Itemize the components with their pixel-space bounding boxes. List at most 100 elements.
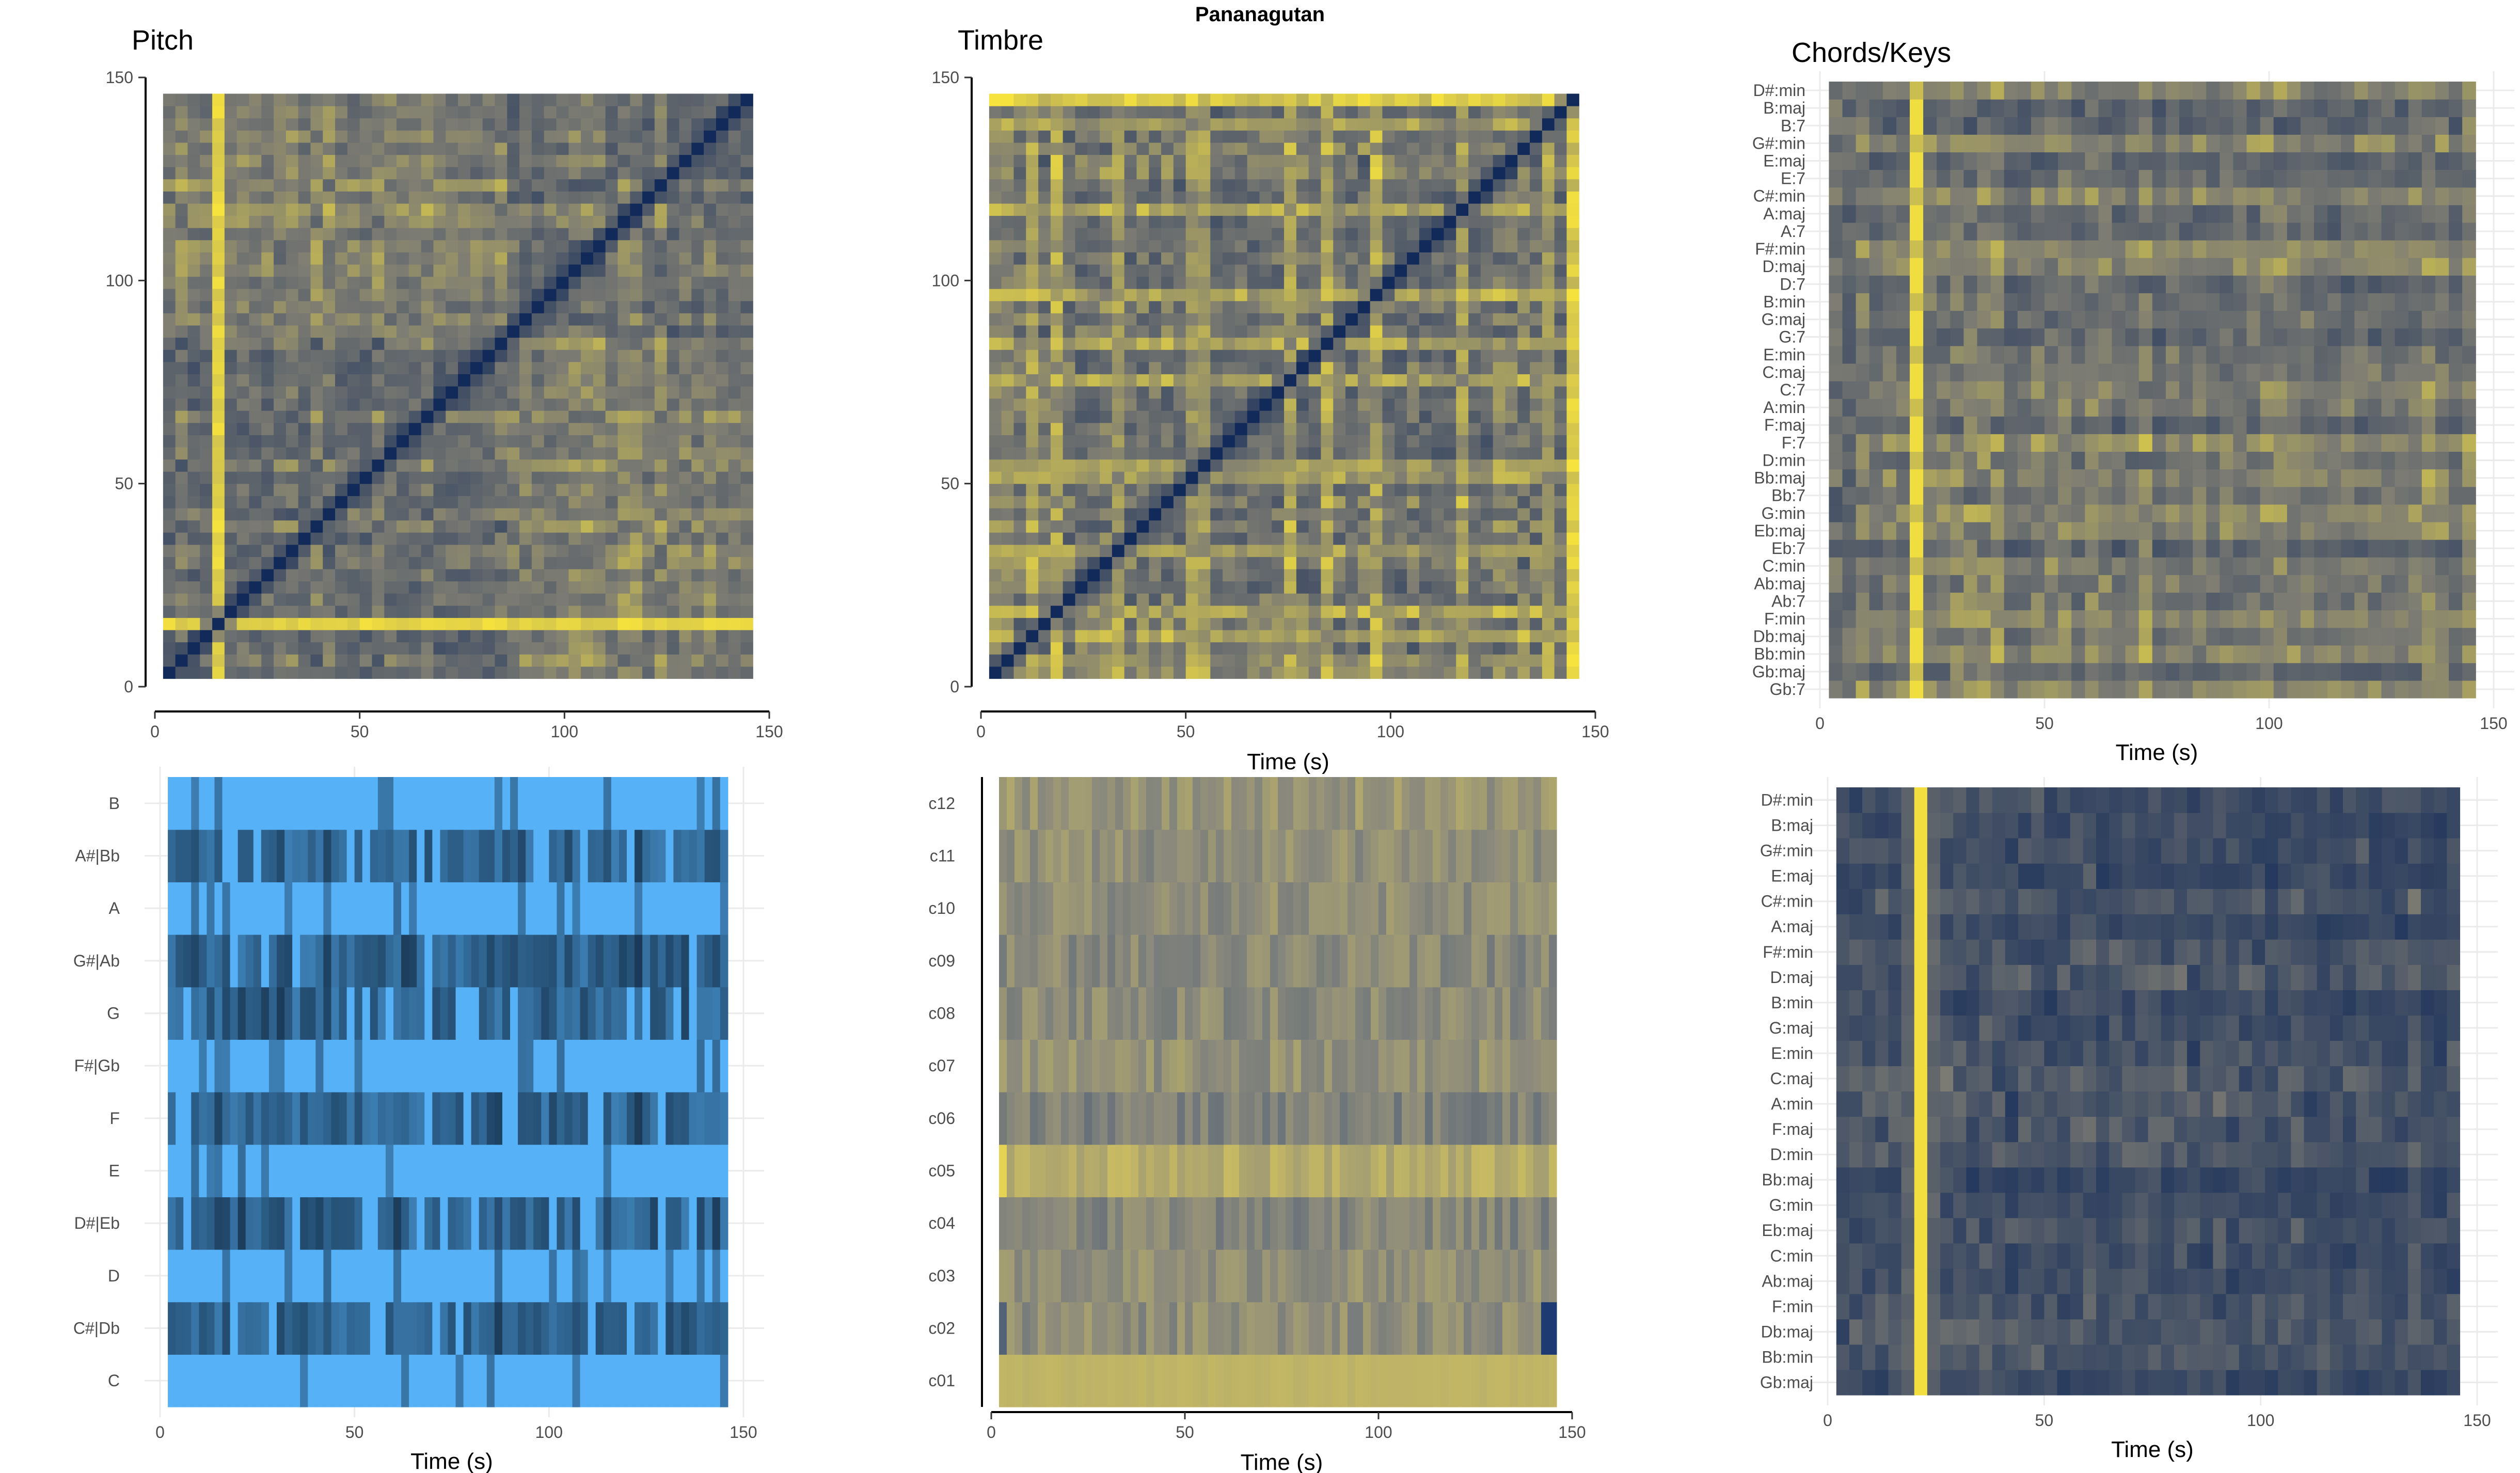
heatmap-cell bbox=[1198, 276, 1211, 289]
heatmap-cell bbox=[446, 130, 458, 143]
heatmap-cell bbox=[989, 654, 1002, 667]
heatmap-cell bbox=[989, 398, 1002, 411]
heatmap-cell bbox=[728, 605, 741, 618]
heatmap-cell bbox=[2368, 680, 2382, 699]
heatmap-cell bbox=[1456, 179, 1469, 192]
heatmap-cell bbox=[212, 337, 225, 350]
heatmap-cell bbox=[989, 289, 1002, 302]
heatmap-cell bbox=[605, 313, 619, 326]
heatmap-cell bbox=[1050, 313, 1064, 326]
heatmap-cell bbox=[261, 386, 274, 399]
heatmap-cell bbox=[249, 361, 262, 374]
heatmap-cell bbox=[384, 568, 397, 582]
heatmap-cell bbox=[200, 398, 213, 411]
heatmap-cell bbox=[249, 142, 262, 155]
heatmap-cell bbox=[236, 289, 250, 302]
heatmap-cell bbox=[1345, 544, 1358, 557]
heatmap-cell bbox=[236, 130, 250, 143]
heatmap-cell bbox=[446, 544, 458, 557]
heatmap-cell bbox=[397, 313, 409, 326]
heatmap-cell bbox=[1444, 374, 1456, 387]
heatmap-cell bbox=[1456, 654, 1469, 667]
heatmap-cell bbox=[691, 386, 704, 399]
heatmap-cell bbox=[1223, 593, 1235, 606]
heatmap-cell bbox=[1530, 520, 1543, 533]
heatmap-cell bbox=[335, 617, 348, 630]
heatmap-cell bbox=[200, 228, 213, 241]
heatmap-cell bbox=[630, 93, 643, 106]
heatmap-cell bbox=[1505, 325, 1518, 338]
heatmap-cell bbox=[224, 142, 237, 155]
heatmap-cell bbox=[1050, 203, 1064, 216]
heatmap-cell bbox=[372, 581, 385, 594]
heatmap-cell bbox=[1173, 203, 1186, 216]
heatmap-cell bbox=[1038, 142, 1051, 155]
x-tick-label: 100 bbox=[1377, 722, 1404, 741]
heatmap-cell bbox=[617, 459, 630, 472]
heatmap-cell bbox=[1247, 581, 1260, 594]
heatmap-cell bbox=[1223, 410, 1235, 423]
heatmap-cell bbox=[1272, 642, 1285, 655]
heatmap-cell bbox=[507, 471, 520, 484]
heatmap-cell bbox=[2395, 627, 2409, 646]
heatmap-cell bbox=[224, 532, 237, 545]
heatmap-cell bbox=[1382, 361, 1395, 374]
heatmap-cell bbox=[1308, 142, 1322, 155]
heatmap-cell bbox=[1050, 483, 1064, 496]
heatmap-cell bbox=[1345, 313, 1358, 326]
heatmap-cell bbox=[544, 142, 557, 155]
heatmap-cell bbox=[200, 215, 213, 228]
heatmap-cell bbox=[1431, 154, 1445, 167]
heatmap-cell bbox=[1087, 118, 1100, 131]
heatmap-cell bbox=[716, 252, 729, 265]
heatmap-cell bbox=[2341, 592, 2355, 611]
heatmap-cell bbox=[310, 289, 323, 302]
heatmap-cell bbox=[163, 337, 176, 350]
heatmap-cell bbox=[1923, 645, 1937, 663]
heatmap-cell bbox=[458, 581, 471, 594]
heatmap-cell bbox=[519, 276, 532, 289]
heatmap-cell bbox=[421, 215, 434, 228]
heatmap-cell bbox=[2031, 662, 2045, 681]
heatmap-cell bbox=[495, 617, 508, 630]
heatmap-cell bbox=[1112, 142, 1125, 155]
heatmap-cell bbox=[667, 629, 680, 643]
heatmap-cell bbox=[1882, 575, 1897, 593]
heatmap-cell bbox=[1444, 544, 1456, 557]
heatmap-cell bbox=[1382, 459, 1395, 472]
heatmap-cell bbox=[1284, 410, 1297, 423]
heatmap-cell bbox=[175, 167, 188, 180]
heatmap-cell bbox=[1136, 557, 1149, 569]
heatmap-cell bbox=[704, 215, 717, 228]
heatmap-cell bbox=[446, 447, 458, 460]
heatmap-cell bbox=[495, 642, 508, 655]
heatmap-cell bbox=[1456, 593, 1469, 606]
heatmap-cell bbox=[1112, 154, 1125, 167]
heatmap-cell bbox=[1075, 605, 1088, 618]
heatmap-cell bbox=[335, 422, 348, 435]
heatmap-cell bbox=[384, 544, 397, 557]
heatmap-cell bbox=[274, 179, 287, 192]
heatmap-cell bbox=[458, 337, 471, 350]
heatmap-cell bbox=[446, 228, 458, 241]
heatmap-cell bbox=[593, 361, 606, 374]
heatmap-cell bbox=[1505, 276, 1518, 289]
heatmap-cell bbox=[1480, 142, 1494, 155]
heatmap-cell bbox=[1247, 276, 1260, 289]
heatmap-cell bbox=[1210, 350, 1223, 362]
heatmap-cell bbox=[359, 520, 373, 533]
heatmap-cell bbox=[1407, 642, 1420, 655]
heatmap-cell bbox=[716, 325, 729, 338]
heatmap-cell bbox=[630, 325, 643, 338]
heatmap-cell bbox=[2179, 610, 2193, 628]
heatmap-cell bbox=[482, 398, 496, 411]
heatmap-cell bbox=[1882, 645, 1897, 663]
heatmap-cell bbox=[654, 313, 668, 326]
heatmap-cell bbox=[556, 544, 569, 557]
heatmap-cell bbox=[1566, 252, 1579, 265]
heatmap-cell bbox=[1284, 666, 1297, 679]
heatmap-cell bbox=[372, 654, 385, 667]
heatmap-cell bbox=[716, 93, 729, 106]
heatmap-cell bbox=[1063, 520, 1076, 533]
heatmap-cell bbox=[1345, 300, 1358, 313]
